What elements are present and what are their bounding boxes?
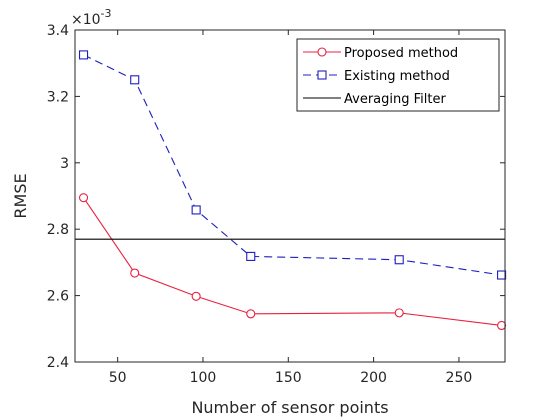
data-point — [78, 193, 89, 203]
y-tick-label: 2.4 — [47, 355, 69, 371]
x-tick-label: 200 — [360, 370, 387, 386]
plot-area-frame — [74, 29, 506, 363]
y-axis-multiplier: ×10-3 — [71, 7, 112, 28]
data-point — [130, 75, 140, 85]
y-tick-label: 3.4 — [47, 23, 69, 39]
data-point — [246, 251, 256, 261]
y-tick-label: 3 — [60, 156, 69, 172]
x-tick-label: 250 — [446, 370, 473, 386]
y-axis-multiplier-base: ×10 — [71, 12, 101, 28]
legend-marker — [317, 47, 327, 57]
y-axis-label: RMSE — [11, 173, 30, 218]
data-point — [497, 270, 507, 280]
y-tick-label: 2.8 — [47, 222, 69, 238]
y-tick-label: 2.6 — [47, 289, 69, 305]
legend-label: Averaging Filter — [344, 92, 446, 107]
data-point — [394, 255, 404, 265]
x-tick-label: 150 — [275, 370, 302, 386]
data-point — [246, 309, 256, 319]
series-1 — [78, 50, 507, 280]
data-point — [497, 320, 507, 331]
x-tick-label: 100 — [190, 370, 217, 386]
legend: Proposed method Existing method Averaging … — [296, 38, 500, 112]
data-point — [394, 308, 404, 318]
y-tick-label: 3.2 — [47, 89, 69, 105]
data-point — [191, 205, 201, 215]
x-tick-label: 50 — [109, 370, 127, 386]
series-0 — [78, 193, 507, 331]
data-point — [130, 268, 140, 278]
series-line — [83, 54, 502, 276]
x-axis-label: Number of sensor points — [191, 398, 388, 417]
legend-marker — [317, 70, 327, 80]
series-layer — [75, 50, 507, 331]
data-point — [78, 50, 89, 60]
data-point — [191, 291, 201, 301]
ticks-layer: 50 100 150 200 250 2.4 2.6 2.8 3 3.2 3.4 — [47, 23, 505, 386]
legend-label: Existing method — [344, 69, 450, 84]
y-axis-multiplier-exponent: -3 — [101, 7, 112, 20]
legend-label: Proposed method — [344, 46, 458, 61]
series-line — [83, 197, 502, 327]
